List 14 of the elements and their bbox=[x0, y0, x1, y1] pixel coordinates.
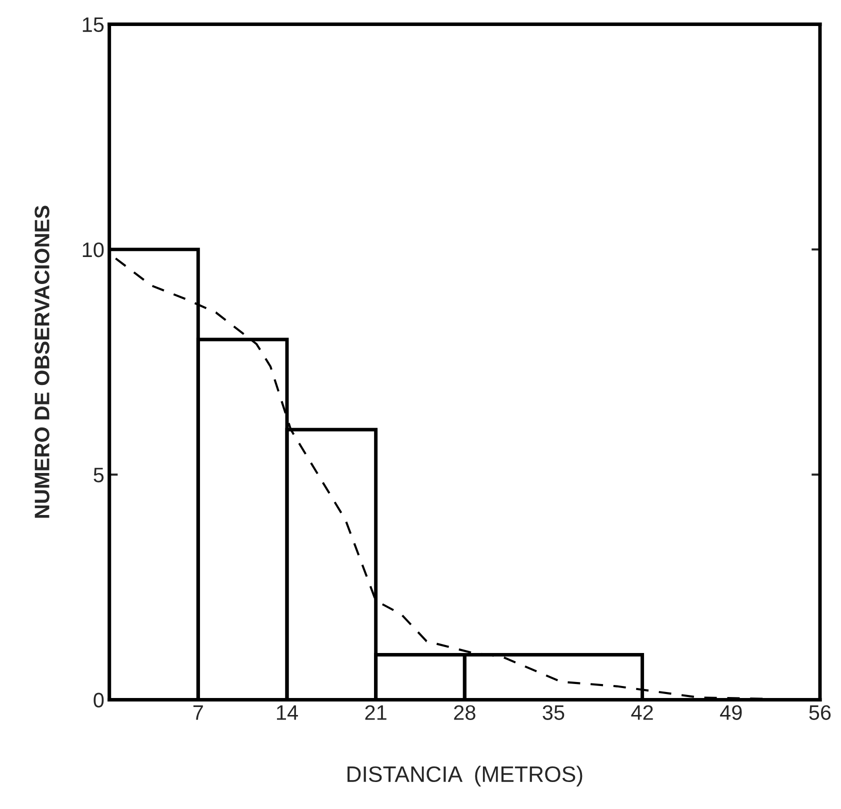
x-tick-label: 28 bbox=[454, 705, 476, 720]
x-tick-label: 35 bbox=[542, 705, 564, 720]
y-tick-label: 0 bbox=[94, 692, 104, 708]
y-tick-label: 15 bbox=[82, 17, 104, 32]
y-tick-label: 10 bbox=[82, 242, 104, 258]
x-tick-label: 56 bbox=[809, 705, 831, 720]
x-tick-label: 49 bbox=[720, 705, 742, 720]
x-axis-title: DISTANCIA (METROS) bbox=[348, 766, 582, 786]
x-tick-label: 42 bbox=[631, 705, 653, 720]
y-tick-label: 5 bbox=[94, 468, 104, 482]
x-tick-label: 21 bbox=[365, 705, 386, 720]
x-tick-label: 7 bbox=[193, 705, 203, 720]
y-axis-title: NUMERO DE OBSERVACIONES bbox=[34, 206, 50, 518]
x-tick-label: 14 bbox=[276, 705, 298, 720]
